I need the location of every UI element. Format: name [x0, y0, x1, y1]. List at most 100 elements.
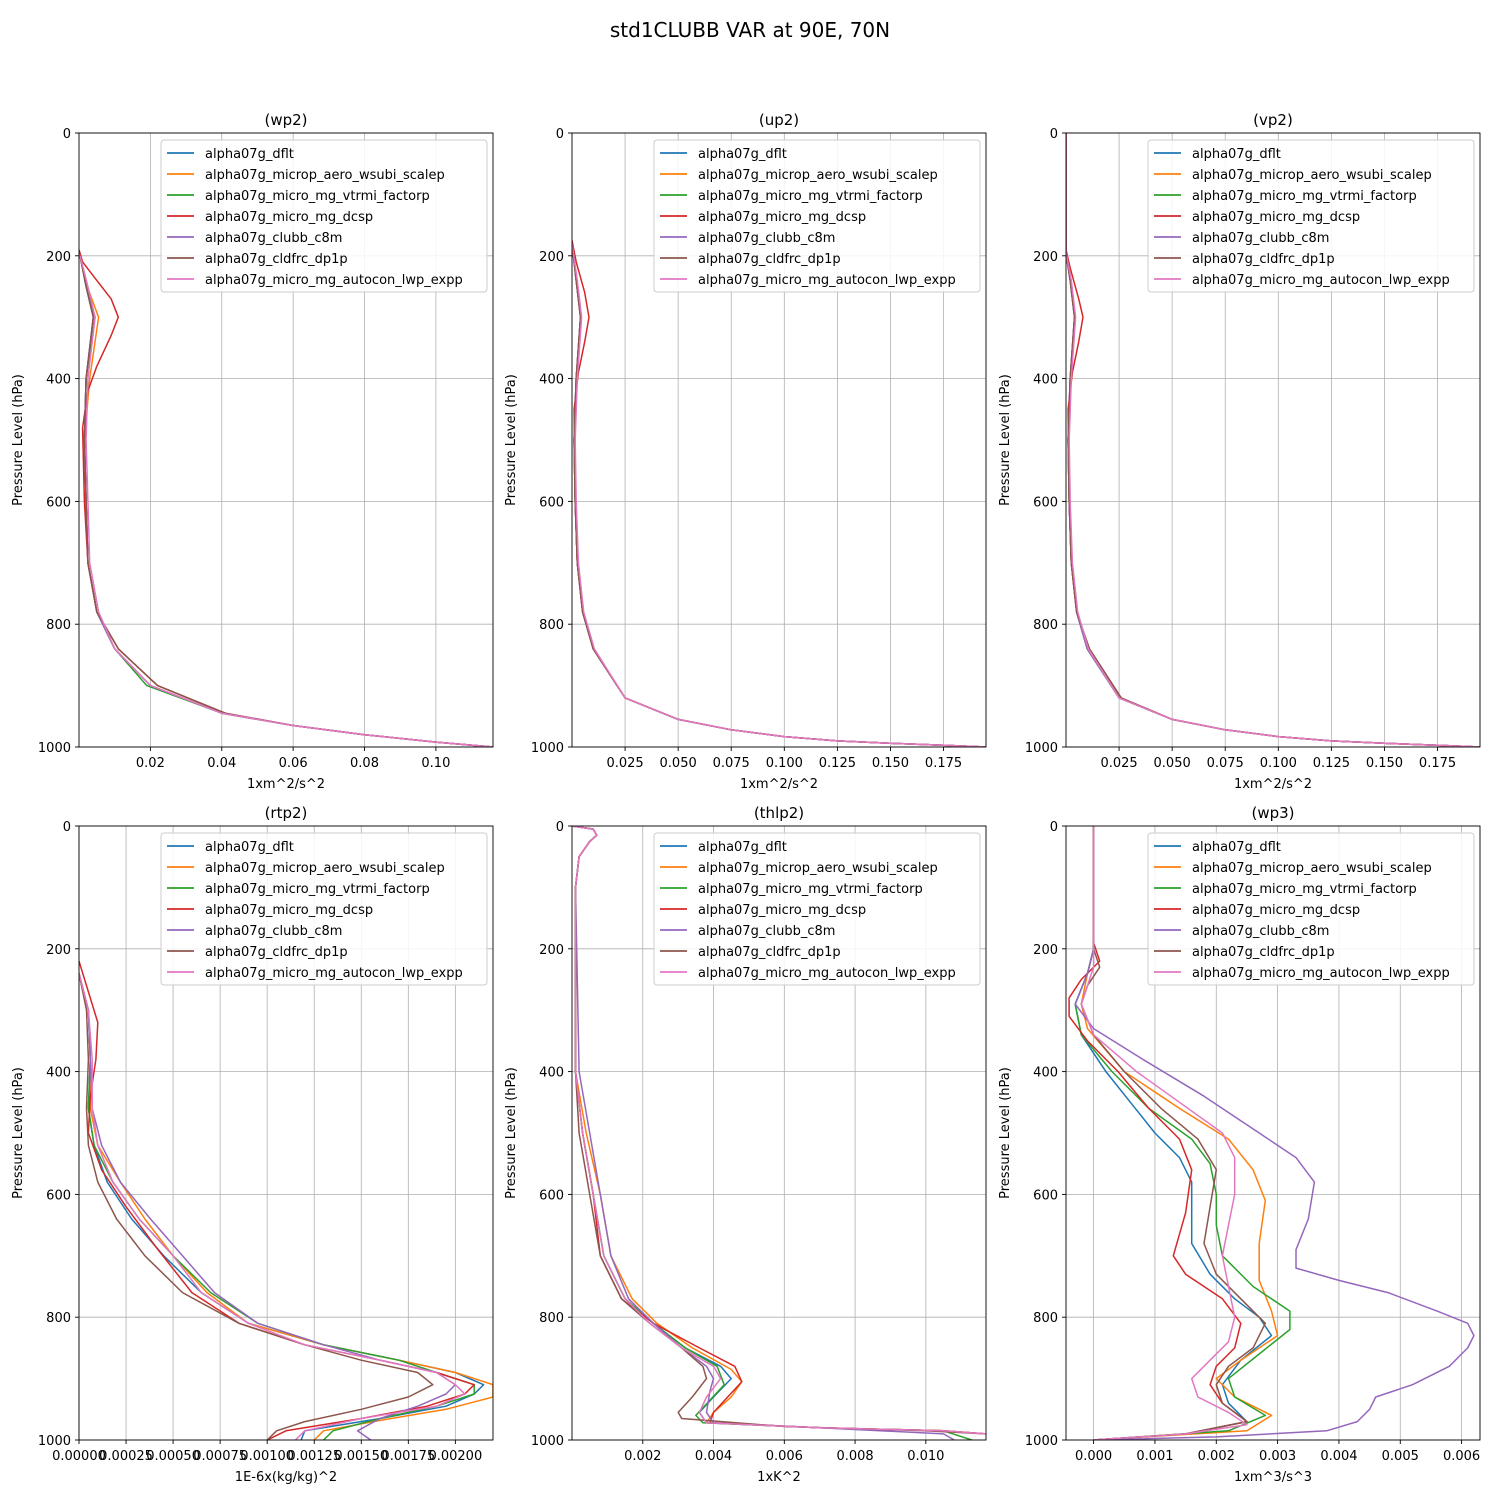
- x-tick-label: 0.175: [1419, 756, 1456, 771]
- legend-label: alpha07g_dflt: [205, 147, 294, 162]
- legend-label: alpha07g_micro_mg_dcsp: [205, 903, 373, 918]
- legend-label: alpha07g_cldfrc_dp1p: [1192, 252, 1335, 267]
- axes-frame: [78, 825, 494, 1441]
- legend-label: alpha07g_dflt: [698, 840, 787, 855]
- legend-label: alpha07g_microp_aero_wsubi_scalep: [698, 861, 938, 876]
- x-tick-label: 0.004: [695, 1449, 732, 1464]
- x-tick-label: 0.002: [624, 1449, 661, 1464]
- series-line-7: [79, 255, 493, 747]
- y-tick-label: 400: [1033, 373, 1058, 388]
- x-tick-label: 0.02: [136, 756, 165, 771]
- x-tick-label: 0.002: [1198, 1449, 1235, 1464]
- x-tick-label: 0.100: [1260, 756, 1297, 771]
- x-tick-label: 0.001: [1136, 1449, 1173, 1464]
- legend-label: alpha07g_micro_mg_dcsp: [1192, 210, 1360, 225]
- y-tick-label: 0: [63, 127, 71, 142]
- axes-frame: [571, 132, 987, 748]
- legend-label: alpha07g_micro_mg_dcsp: [205, 210, 373, 225]
- y-tick-label: 800: [46, 1311, 71, 1326]
- y-tick-label: 200: [1033, 250, 1058, 265]
- x-axis-label: 1xm^2/s^2: [1234, 777, 1312, 792]
- y-tick-label: 0: [556, 127, 564, 142]
- x-tick-label: 0.005: [1382, 1449, 1419, 1464]
- legend-box: [1147, 832, 1475, 986]
- x-tick-label: 0.00150: [334, 1449, 388, 1464]
- legend-box: [160, 139, 488, 293]
- legend-label: alpha07g_microp_aero_wsubi_scalep: [205, 168, 445, 183]
- series-line-3: [1074, 826, 1291, 1440]
- legend-label: alpha07g_microp_aero_wsubi_scalep: [205, 861, 445, 876]
- legend-label: alpha07g_micro_mg_vtrmi_factorp: [1192, 189, 1417, 204]
- x-tick-label: 0.125: [1313, 756, 1350, 771]
- legend-label: alpha07g_clubb_c8m: [1192, 231, 1329, 246]
- x-tick-label: 0.00050: [146, 1449, 200, 1464]
- legend-label: alpha07g_micro_mg_autocon_lwp_expp: [1192, 273, 1450, 288]
- legend-label: alpha07g_clubb_c8m: [698, 231, 835, 246]
- legend-label: alpha07g_microp_aero_wsubi_scalep: [1192, 861, 1432, 876]
- x-tick-label: 0.100: [766, 756, 803, 771]
- x-axis-label: 1E-6x(kg/kg)^2: [235, 1470, 337, 1485]
- y-tick-label: 200: [1033, 943, 1058, 958]
- x-tick-label: 0.000: [1075, 1449, 1112, 1464]
- y-axis-label: Pressure Level (hPa): [998, 374, 1013, 506]
- legend-label: alpha07g_microp_aero_wsubi_scalep: [698, 168, 938, 183]
- x-tick-label: 0.008: [836, 1449, 873, 1464]
- x-tick-label: 0.125: [819, 756, 856, 771]
- y-tick-label: 600: [539, 1188, 564, 1203]
- x-tick-label: 0.025: [606, 756, 643, 771]
- legend-box: [653, 139, 981, 293]
- legend: alpha07g_dflt alpha07g_microp_aero_wsubi_…: [160, 832, 488, 986]
- x-tick-label: 0.150: [1366, 756, 1403, 771]
- x-tick-label: 0.050: [1154, 756, 1191, 771]
- legend-label: alpha07g_micro_mg_autocon_lwp_expp: [205, 273, 463, 288]
- chart-panel-2: 0.025 0.050 0.075 0.100 0.125 0.150 0.175 0 200 4…: [504, 111, 987, 792]
- x-tick-label: 0.025: [1100, 756, 1137, 771]
- x-tick-label: 0.00025: [99, 1449, 153, 1464]
- axes-frame: [78, 132, 494, 748]
- legend-box: [653, 832, 981, 986]
- x-tick-label: 0.00100: [240, 1449, 294, 1464]
- y-tick-label: 600: [1033, 495, 1058, 510]
- panel-title: (wp3): [1251, 804, 1294, 822]
- series-line-7: [1080, 826, 1248, 1440]
- legend-label: alpha07g_cldfrc_dp1p: [205, 252, 348, 267]
- legend-label: alpha07g_dflt: [205, 840, 294, 855]
- y-tick-label: 0: [63, 820, 71, 835]
- legend-label: alpha07g_clubb_c8m: [1192, 924, 1329, 939]
- y-tick-label: 600: [539, 495, 564, 510]
- chart-panel-5: 0.002 0.004 0.006 0.008 0.010 0 200 400 600 800 10…: [504, 804, 987, 1485]
- series-line-7: [572, 243, 986, 747]
- legend-label: alpha07g_micro_mg_dcsp: [698, 210, 866, 225]
- legend: alpha07g_dflt alpha07g_microp_aero_wsubi_…: [1147, 832, 1475, 986]
- x-tick-label: 0.004: [1320, 1449, 1357, 1464]
- y-tick-label: 600: [1033, 1188, 1058, 1203]
- x-tick-label: 0.04: [207, 756, 236, 771]
- x-tick-label: 0.010: [907, 1449, 944, 1464]
- y-tick-label: 800: [1033, 618, 1058, 633]
- x-tick-label: 0.006: [766, 1449, 803, 1464]
- legend-label: alpha07g_micro_mg_vtrmi_factorp: [1192, 882, 1417, 897]
- legend-label: alpha07g_micro_mg_autocon_lwp_expp: [698, 966, 956, 981]
- y-tick-label: 800: [539, 618, 564, 633]
- series-line-7: [79, 973, 466, 1440]
- y-axis-label: Pressure Level (hPa): [504, 1067, 519, 1199]
- legend-label: alpha07g_cldfrc_dp1p: [205, 945, 348, 960]
- y-tick-label: 400: [46, 373, 71, 388]
- x-tick-label: 0.075: [713, 756, 750, 771]
- chart-panel-3: 0.025 0.050 0.075 0.100 0.125 0.150 0.175 0 200 4…: [998, 111, 1481, 792]
- panel-grid: 0.02 0.04 0.06 0.08 0.1002004006008001000(wp…: [11, 111, 1481, 1485]
- axes-frame: [571, 825, 987, 1441]
- x-tick-label: 0.00000: [52, 1449, 106, 1464]
- x-tick-label: 0.050: [660, 756, 697, 771]
- y-tick-label: 0: [1050, 820, 1058, 835]
- x-tick-label: 0.00125: [287, 1449, 341, 1464]
- series-line-7: [1066, 133, 1480, 747]
- x-axis-label: 1xK^2: [757, 1470, 801, 1485]
- y-tick-label: 200: [46, 250, 71, 265]
- y-tick-label: 200: [539, 943, 564, 958]
- chart-panel-1: 0.02 0.04 0.06 0.08 0.10 0 200 400 600 800 1000 (wp…: [11, 111, 494, 792]
- x-tick-label: 0.075: [1207, 756, 1244, 771]
- y-tick-label: 1000: [38, 1434, 71, 1449]
- y-tick-label: 0: [556, 820, 564, 835]
